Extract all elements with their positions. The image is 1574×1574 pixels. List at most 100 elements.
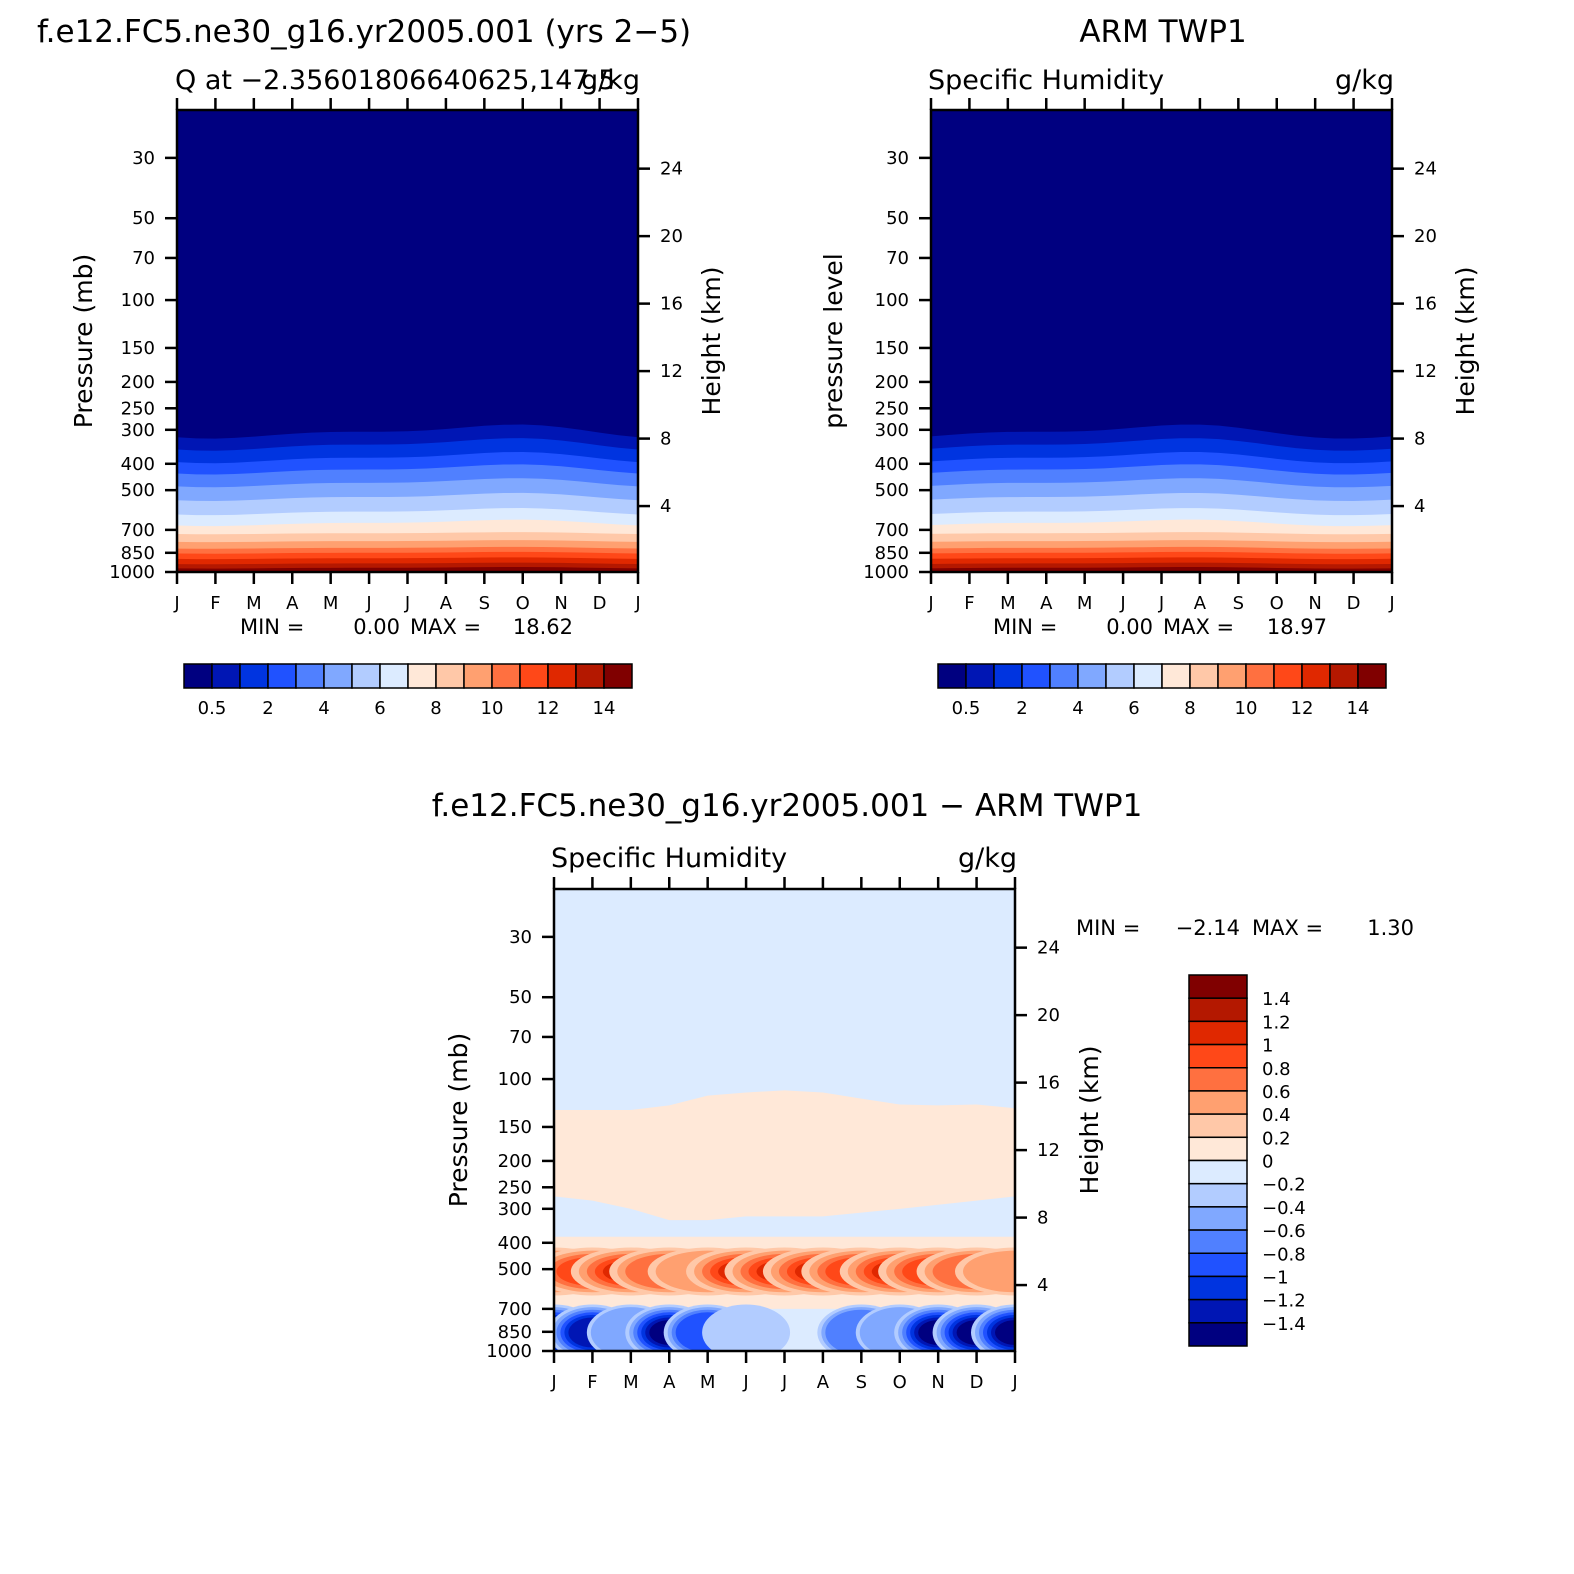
- obs-colorbar-label: 6: [1128, 698, 1139, 719]
- diff-colorbar-label: 0.6: [1262, 1082, 1291, 1103]
- model-ytick-label: 100: [121, 290, 155, 311]
- diff-ytick-label: 700: [498, 1299, 532, 1320]
- model-colorbar-swatch: [351, 663, 381, 689]
- diff-xtick-label: F: [587, 1372, 597, 1393]
- diff-colorbar-swatch: [1188, 1136, 1248, 1162]
- obs-colorbar-swatch: [1329, 663, 1359, 689]
- obs-xtick-label: J: [1158, 593, 1164, 614]
- obs-ytick-label: 300: [875, 420, 909, 441]
- obs-colorbar-label: 2: [1016, 698, 1027, 719]
- obs-xtick-label: F: [964, 593, 974, 614]
- model-ytick-label: 500: [121, 480, 155, 501]
- diff-colorbar-swatch: [1188, 974, 1248, 999]
- model-ytick-label: 700: [121, 520, 155, 541]
- obs-colorbar-swatch: [1357, 663, 1387, 689]
- obs-colorbar-swatch: [1161, 663, 1191, 689]
- diff-ytick-right-label: 16: [1037, 1073, 1060, 1094]
- model-xtick-label: J: [173, 593, 179, 614]
- obs-ytick-label: 200: [875, 372, 909, 393]
- obs-ytick-label: 100: [875, 290, 909, 311]
- model-colorbar-label: 14: [593, 698, 616, 719]
- model-colorbar-label: 10: [481, 698, 504, 719]
- obs-ytick-label: 30: [886, 148, 909, 169]
- model-ytick-label: 150: [121, 338, 155, 359]
- diff-ytick-label: 100: [498, 1069, 532, 1090]
- obs-ytick-right-label: 24: [1414, 159, 1437, 180]
- obs-max-label: MAX =: [1163, 615, 1234, 639]
- model-colorbar-swatch: [267, 663, 297, 689]
- diff-colorbar-swatch: [1188, 1067, 1248, 1092]
- model-colorbar-label: 6: [374, 698, 385, 719]
- obs-colorbar-swatch: [1189, 663, 1219, 689]
- diff-positive-blob: [963, 1250, 1015, 1293]
- model-xtick-label: A: [440, 593, 453, 614]
- model-ytick-label: 30: [132, 148, 155, 169]
- diff-xtick-label: A: [663, 1372, 676, 1393]
- diff-colorbar-label: −0.8: [1262, 1244, 1306, 1265]
- diff-colorbar-swatch: [1188, 1229, 1248, 1254]
- diff-ylabel: Pressure (mb): [444, 1033, 473, 1207]
- obs-xtick-label: J: [1388, 593, 1394, 614]
- diff-colorbar-swatch: [1188, 1322, 1248, 1347]
- diff-colorbar-swatch: [1188, 1043, 1248, 1069]
- panel-model: Q at −2.35601806640625,147.5 g/kg 30 50 70…: [69, 65, 726, 719]
- obs-ytick-label: 850: [875, 543, 909, 564]
- model-colorbar-swatch: [519, 663, 549, 689]
- obs-ytick-label: 250: [875, 398, 909, 419]
- model-xtick-label: J: [634, 593, 640, 614]
- diff-xtick-label: S: [856, 1372, 867, 1393]
- diff-min-label: MIN =: [1076, 916, 1140, 940]
- model-colorbar-label: 8: [430, 698, 441, 719]
- model-colorbar-swatch: [491, 663, 521, 689]
- obs-colorbar-swatch: [1077, 663, 1107, 689]
- obs-xtick-label: J: [1119, 593, 1125, 614]
- obs-colorbar-swatch: [1049, 663, 1079, 689]
- model-xtick-label: M: [323, 593, 339, 614]
- model-ytick-label: 50: [132, 208, 155, 229]
- diff-xtick-label: A: [817, 1372, 830, 1393]
- obs-colorbar-swatch: [993, 663, 1023, 689]
- diff-colorbar-label: −1.2: [1262, 1291, 1306, 1312]
- obs-colorbar-label: 10: [1235, 698, 1258, 719]
- diff-ytick-label: 150: [498, 1117, 532, 1138]
- obs-colorbar-swatch: [1301, 663, 1331, 689]
- diff-ytick-label: 300: [498, 1199, 532, 1220]
- model-ytick-right-label: 24: [660, 159, 683, 180]
- model-xtick-label: N: [554, 593, 567, 614]
- model-ytick-label: 200: [121, 372, 155, 393]
- obs-colorbar-swatch: [1245, 663, 1275, 689]
- diff-max-value: 1.30: [1367, 916, 1414, 940]
- model-xtick-label: D: [593, 593, 607, 614]
- diff-min-value: −2.14: [1176, 916, 1240, 940]
- model-colorbar-swatch: [603, 663, 633, 689]
- obs-ytick-label: 70: [886, 248, 909, 269]
- diff-colorbar-label: −1.4: [1262, 1314, 1306, 1335]
- diff-xtick-label: N: [931, 1372, 944, 1393]
- panel-b-title: ARM TWP1: [1079, 14, 1246, 50]
- obs-ytick-label: 500: [875, 480, 909, 501]
- diff-colorbar-swatch: [1188, 1159, 1248, 1185]
- obs-colorbar: 0.5 2 4 6 8 10 12 14: [937, 663, 1387, 719]
- obs-colorbar-swatch: [1273, 663, 1303, 689]
- diff-ytick-label: 200: [498, 1151, 532, 1172]
- obs-xtick-label: D: [1347, 593, 1361, 614]
- model-ytick-right-label: 4: [660, 496, 671, 517]
- obs-xtick-label: O: [1270, 593, 1284, 614]
- diff-colorbar-swatch: [1188, 1113, 1248, 1139]
- obs-subtitle-left: Specific Humidity: [928, 65, 1164, 96]
- diff-ytick-label: 50: [509, 987, 532, 1008]
- model-xtick-label: F: [210, 593, 220, 614]
- diff-xtick-label: M: [623, 1372, 639, 1393]
- diff-colorbar-label: −0.6: [1262, 1221, 1306, 1242]
- panel-diff: Specific Humidity g/kg 30507010015020025…: [444, 843, 1414, 1393]
- diff-negative-blob: [702, 1304, 791, 1351]
- obs-ytick-right-label: 4: [1414, 496, 1425, 517]
- model-subtitle-left: Q at −2.35601806640625,147.5: [175, 65, 615, 96]
- diff-ytick-right-label: 12: [1037, 1140, 1060, 1161]
- obs-xtick-label: M: [1077, 593, 1093, 614]
- diff-colorbar-swatch: [1188, 1252, 1248, 1278]
- diff-colorbar-label: 0.2: [1262, 1128, 1291, 1149]
- obs-max-value: 18.97: [1267, 615, 1327, 639]
